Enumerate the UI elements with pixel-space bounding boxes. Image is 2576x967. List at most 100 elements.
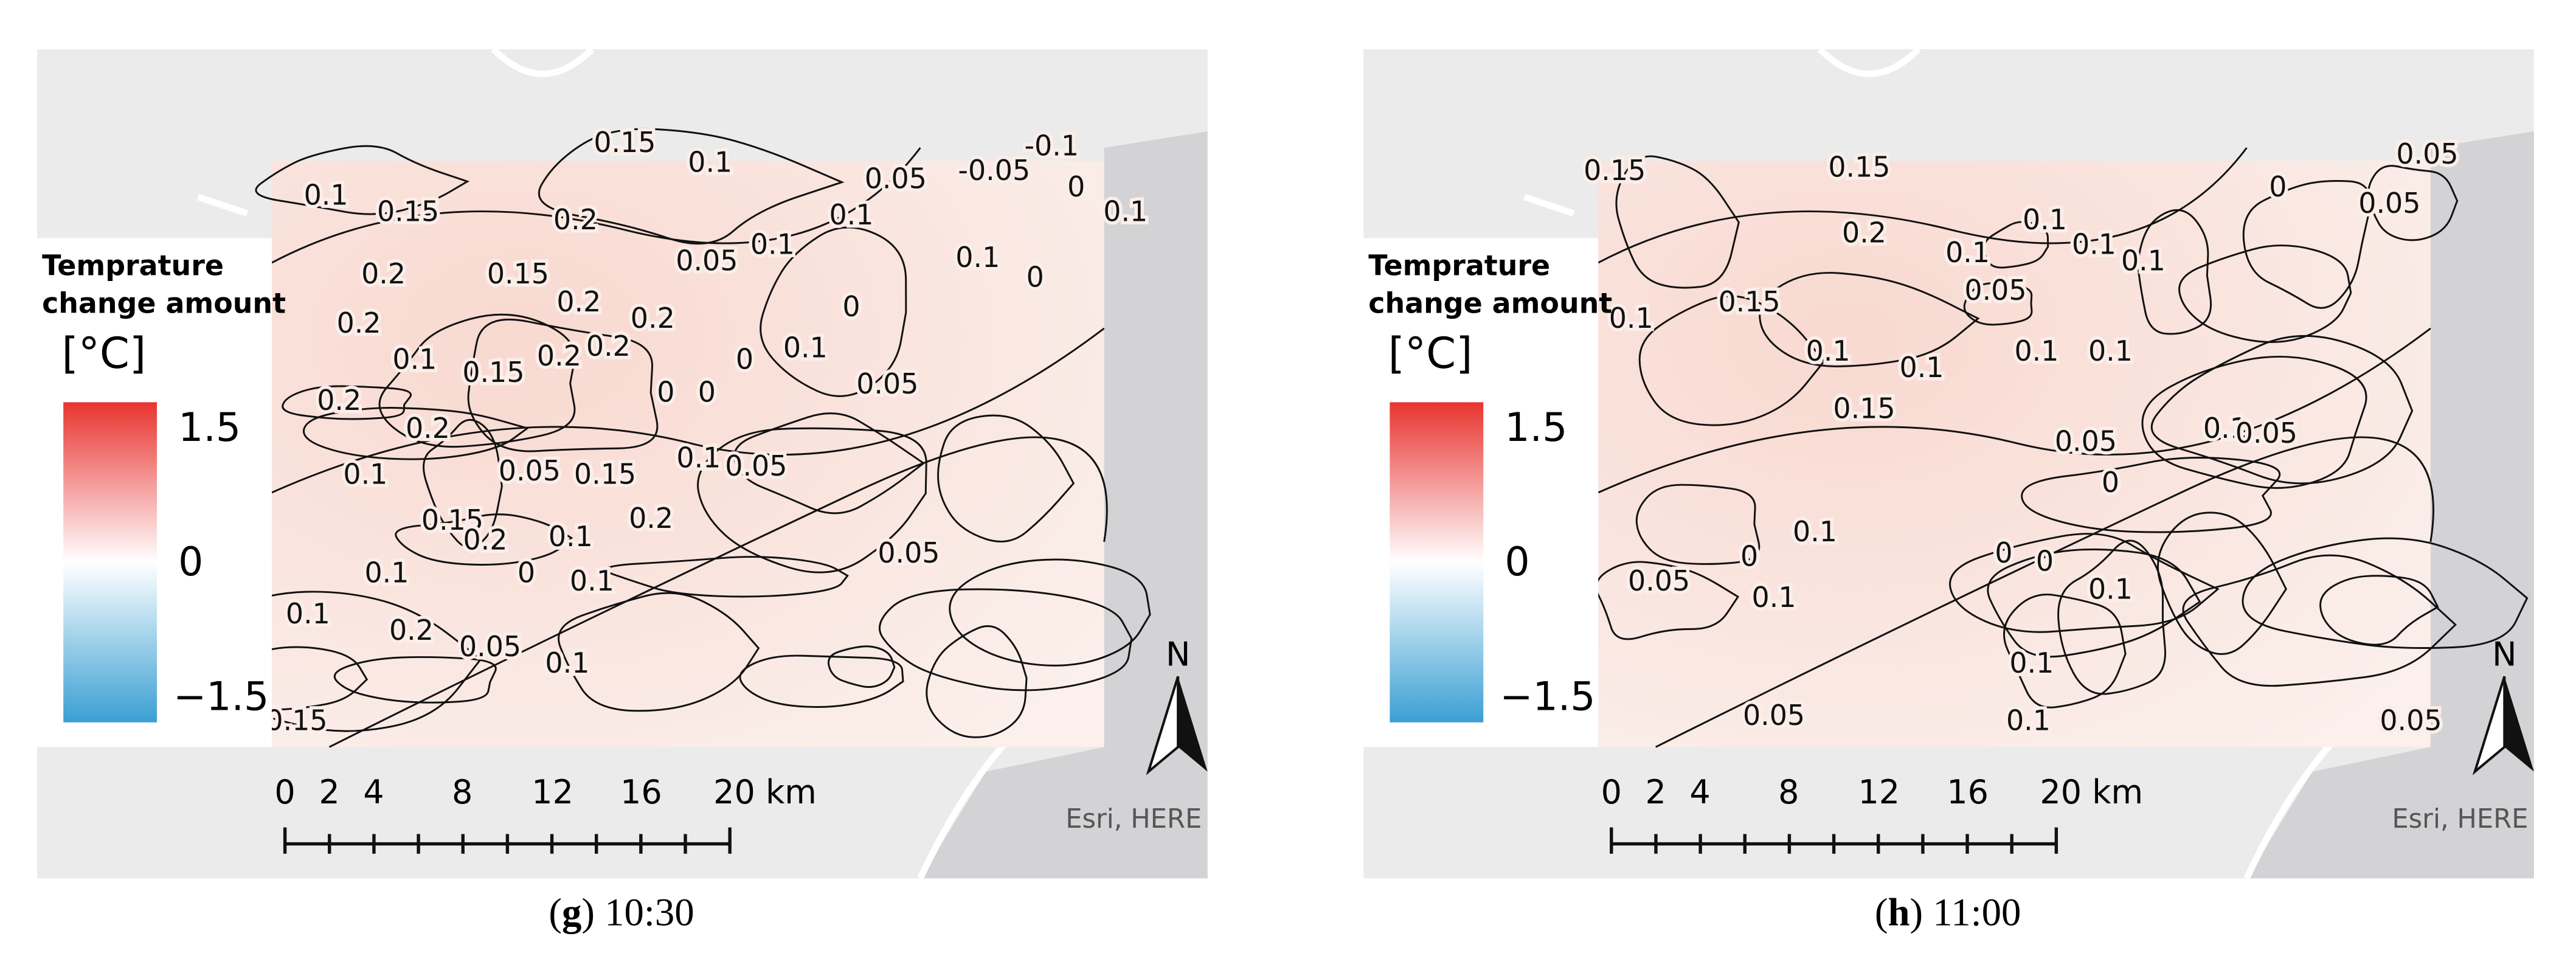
caption-part: g bbox=[562, 890, 581, 934]
contour-label: 0.1 bbox=[2006, 704, 2051, 737]
contour-label: 0.1 bbox=[2023, 203, 2067, 236]
basemap-land bbox=[920, 131, 1208, 879]
north-arrow-outline bbox=[1146, 676, 1180, 775]
contour-label: 0.05 bbox=[1628, 564, 1690, 597]
contour-line bbox=[282, 385, 412, 420]
contour-label: 0.2 bbox=[463, 523, 507, 556]
scale-label: 4 bbox=[363, 773, 384, 811]
contour-label: 0.2 bbox=[553, 203, 598, 236]
contour-line bbox=[467, 319, 659, 452]
contour-label: 0.1 bbox=[829, 198, 873, 231]
legend-colorbar bbox=[63, 402, 158, 723]
caption-part: h bbox=[1888, 890, 1910, 934]
scale-label: 12 bbox=[531, 773, 573, 811]
contour-label: 0.1 bbox=[1793, 515, 1837, 548]
caption: (g) 10:30 bbox=[549, 890, 694, 934]
legend-title: Temprature bbox=[1368, 249, 1550, 282]
contour-line bbox=[2021, 456, 2281, 533]
contour-label: 0.05 bbox=[459, 630, 521, 663]
attribution: Esri, HERE bbox=[2392, 804, 2528, 834]
contour-line bbox=[2137, 209, 2212, 335]
contour-label: 0.15 bbox=[265, 704, 327, 737]
contour-label: 0.05 bbox=[2358, 187, 2420, 220]
contour-label: 0.1 bbox=[570, 564, 614, 597]
contour-label: 0.1 bbox=[2072, 227, 2116, 260]
contour-line bbox=[733, 412, 926, 515]
contour-label: 0.05 bbox=[499, 454, 561, 487]
contour-label: 0.2 bbox=[317, 384, 361, 417]
contour-label: 0.05 bbox=[2235, 417, 2297, 449]
contour-line bbox=[255, 145, 470, 215]
contour-label: 0.1 bbox=[2009, 646, 2054, 679]
contour-label: 0.2 bbox=[1842, 217, 1886, 249]
contour-line bbox=[1598, 147, 2434, 748]
contour-label: 0.2 bbox=[406, 412, 450, 445]
contour-label: 0.1 bbox=[304, 178, 348, 211]
contour-label: 0.05 bbox=[2380, 704, 2442, 737]
contour-label: 0.15 bbox=[1828, 151, 1890, 184]
contour-line bbox=[739, 654, 904, 708]
contour-label: 0.1 bbox=[1609, 302, 1653, 334]
contour-label: 0 bbox=[1740, 539, 1758, 572]
north-arrow bbox=[2504, 676, 2534, 772]
caption: (h) 11:00 bbox=[1875, 890, 2021, 934]
scale-label: 0 bbox=[1601, 773, 1622, 811]
legend-tick-label: 0 bbox=[178, 539, 203, 585]
contour-line bbox=[949, 558, 1151, 667]
contour-label: 0.2 bbox=[631, 302, 675, 334]
legend-tick-label: 1.5 bbox=[1504, 405, 1567, 451]
contour-line bbox=[1595, 561, 1740, 640]
contour-label: 0.05 bbox=[1964, 274, 2026, 307]
legend-unit: [°C] bbox=[1388, 328, 1473, 378]
contour-label: 0 bbox=[698, 375, 716, 408]
contour-line bbox=[378, 313, 576, 448]
contour-label: 0.1 bbox=[1900, 351, 1944, 384]
contour-label: 0.2 bbox=[361, 257, 406, 290]
data-area bbox=[1598, 161, 2431, 747]
contour-label: 0.1 bbox=[1806, 334, 1851, 367]
contour-label: 0.1 bbox=[286, 597, 330, 630]
caption-part: ) bbox=[581, 890, 595, 934]
legend-title: Temprature bbox=[42, 249, 224, 282]
caption-part: ) bbox=[1910, 890, 1923, 934]
legend-title: change amount bbox=[42, 287, 286, 320]
contour-line bbox=[2319, 575, 2439, 646]
contour-label: 0.2 bbox=[556, 285, 601, 318]
contour-label: 0.1 bbox=[1752, 581, 1796, 614]
contour-line bbox=[538, 128, 845, 245]
legend-tick-label: −1.5 bbox=[1500, 674, 1595, 720]
contour-label: 0.1 bbox=[343, 457, 387, 490]
contour-line bbox=[302, 407, 530, 460]
contour-line bbox=[2182, 554, 2457, 687]
contour-label: 0.1 bbox=[1103, 195, 1148, 227]
caption-part: 11:00 bbox=[1923, 890, 2021, 934]
contour-label: 0.05 bbox=[865, 162, 927, 195]
caption-part: 10:30 bbox=[595, 890, 694, 934]
contour-label: 0 bbox=[1995, 536, 2012, 569]
contour-label: 0.05 bbox=[2396, 137, 2458, 170]
contour-label: 0.15 bbox=[574, 457, 636, 490]
contour-label: 0.1 bbox=[1945, 236, 1990, 269]
contour-label: 0.2 bbox=[586, 330, 631, 362]
contour-label: 0.1 bbox=[688, 145, 732, 178]
contour-line bbox=[1638, 295, 1826, 426]
contour-label: 0 bbox=[2102, 466, 2119, 499]
scale-label: 0 bbox=[274, 773, 295, 811]
scale-label: 4 bbox=[1689, 773, 1710, 811]
contour-line bbox=[423, 419, 503, 548]
contour-label: 0.1 bbox=[545, 646, 589, 679]
legend-tick-label: 1.5 bbox=[178, 405, 241, 451]
contour-label: 0.05 bbox=[878, 536, 940, 569]
contour-line bbox=[271, 147, 1108, 748]
contour-line bbox=[2178, 244, 2352, 343]
contour-label: 0 bbox=[2269, 170, 2287, 203]
contour-line bbox=[604, 556, 849, 598]
contour-label: 0.15 bbox=[1584, 154, 1646, 187]
contour-label: 0.15 bbox=[487, 257, 549, 290]
contour-line bbox=[2242, 180, 2372, 309]
north-arrow-outline bbox=[2472, 676, 2506, 775]
contour-label: 0.1 bbox=[364, 556, 409, 589]
